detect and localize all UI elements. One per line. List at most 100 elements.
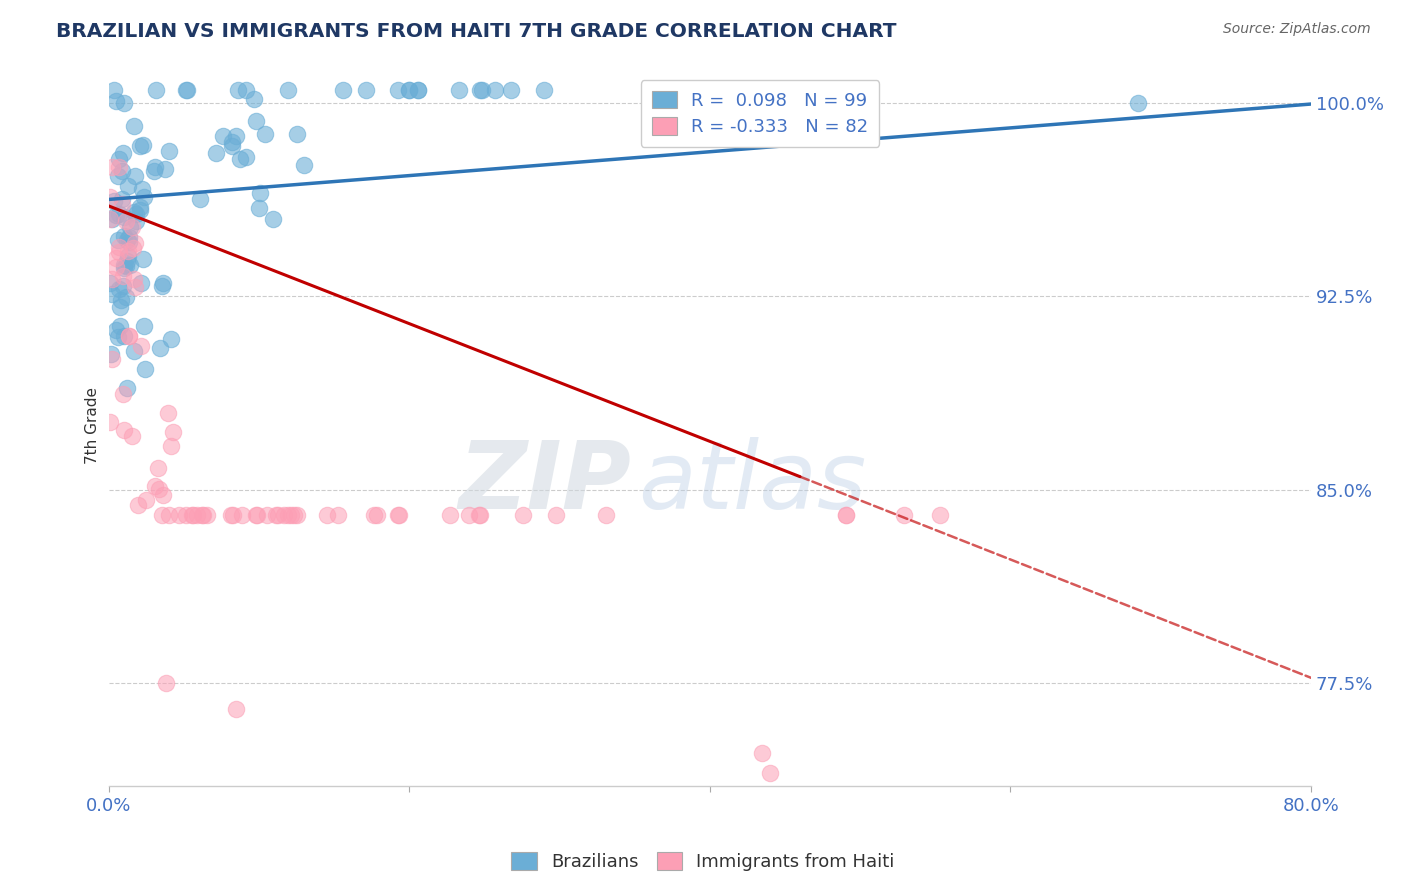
Point [118,235,141,249]
Point [285,508,308,523]
Point [115,260,138,274]
Point [117,249,139,263]
Point [835,508,858,523]
Point [111,164,134,178]
Point [388,508,411,523]
Point [131,181,153,195]
Point [354,83,377,97]
Point [176,83,198,97]
Point [181,508,204,523]
Point [101,211,124,226]
Point [273,508,295,523]
Point [111,192,134,206]
Point [107,233,129,247]
Point [174,83,197,97]
Point [111,196,134,211]
Point [98,190,121,204]
Legend: Brazilians, Immigrants from Haiti: Brazilians, Immigrants from Haiti [505,846,901,879]
Point [929,508,952,523]
Point [127,498,149,512]
Point [148,482,170,496]
Point [277,83,299,97]
Point [107,282,129,296]
Point [143,479,166,493]
Point [195,508,218,523]
Legend: R =  0.098   N = 99, R = -0.333   N = 82: R = 0.098 N = 99, R = -0.333 N = 82 [641,80,879,147]
Point [267,508,290,523]
Point [245,114,267,128]
Y-axis label: 7th Grade: 7th Grade [86,386,100,464]
Point [101,287,124,301]
Point [751,746,773,760]
Point [277,508,299,523]
Point [155,676,177,690]
Point [759,766,782,780]
Point [167,508,190,523]
Point [153,161,176,176]
Point [180,508,202,523]
Point [229,152,252,166]
Point [221,508,243,523]
Point [152,488,174,502]
Point [128,200,150,214]
Point [245,508,267,523]
Point [108,207,131,221]
Point [112,278,135,293]
Point [118,258,141,272]
Point [283,508,305,523]
Point [280,508,302,523]
Point [150,508,173,523]
Point [112,329,135,343]
Point [235,83,257,97]
Point [256,508,278,523]
Point [893,508,915,523]
Point [98,277,121,291]
Point [501,83,523,97]
Point [120,219,142,234]
Point [406,83,429,97]
Text: Source: ZipAtlas.com: Source: ZipAtlas.com [1223,22,1371,37]
Point [132,190,155,204]
Point [484,83,506,97]
Point [152,276,174,290]
Point [103,194,125,209]
Point [835,508,858,523]
Point [249,186,271,200]
Point [174,508,197,523]
Point [124,280,146,294]
Point [533,83,555,97]
Point [219,508,242,523]
Point [115,381,138,395]
Point [121,429,143,443]
Point [112,95,135,110]
Point [159,439,181,453]
Point [262,211,284,226]
Point [122,344,145,359]
Point [145,83,167,97]
Point [471,83,494,97]
Point [468,508,491,523]
Text: atlas: atlas [638,437,866,528]
Point [544,508,567,523]
Point [108,319,131,334]
Point [100,415,122,429]
Point [221,135,243,149]
Point [112,423,135,437]
Point [294,158,316,172]
Point [512,508,534,523]
Point [406,83,429,97]
Point [191,508,214,523]
Point [447,83,470,97]
Point [112,146,135,161]
Point [112,228,135,243]
Point [115,290,138,304]
Point [468,508,491,523]
Point [150,278,173,293]
Point [363,508,385,523]
Point [160,332,183,346]
Point [107,169,129,184]
Point [107,160,129,174]
Point [100,347,122,361]
Point [1128,95,1150,110]
Point [157,145,180,159]
